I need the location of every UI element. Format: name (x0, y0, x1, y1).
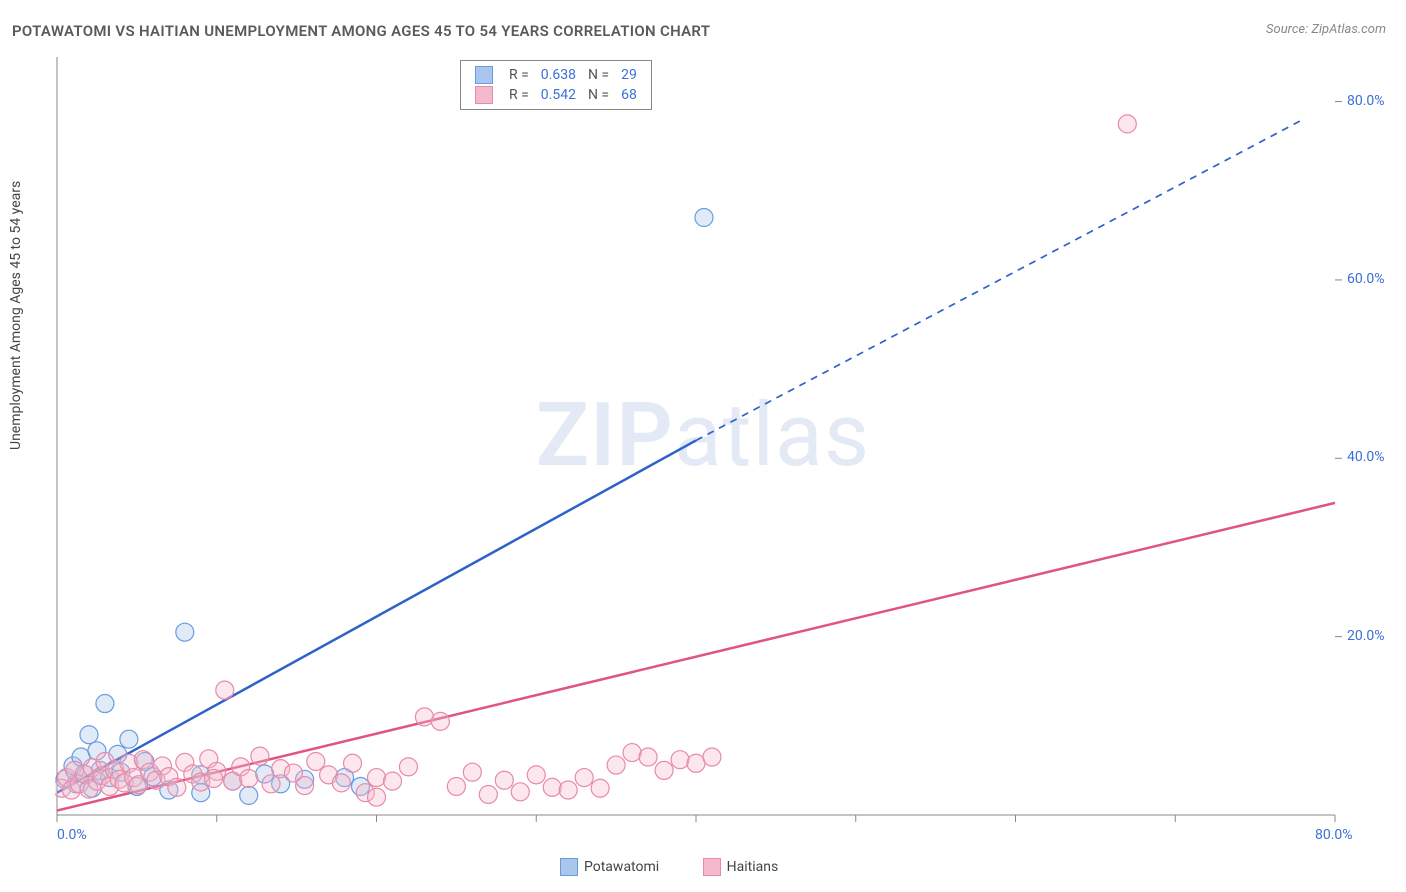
y-tick-label: 40.0% (1347, 449, 1385, 465)
n-value-haitians: 68 (615, 85, 643, 105)
r-label: R = (503, 85, 535, 105)
legend-row-potawatomi: R = 0.638 N = 29 (469, 65, 643, 85)
series-legend: Potawatomi Haitians (560, 858, 818, 876)
x-tick-label: 80.0% (1315, 827, 1353, 843)
source-prefix: Source: (1266, 22, 1311, 37)
chart-container: POTAWATOMI VS HAITIAN UNEMPLOYMENT AMONG… (0, 0, 1406, 892)
y-tick-label: 20.0% (1347, 628, 1385, 644)
r-value-potawatomi: 0.638 (535, 65, 582, 85)
n-value-potawatomi: 29 (615, 65, 643, 85)
source-attribution: Source: ZipAtlas.com (1266, 22, 1386, 37)
swatch-potawatomi (475, 66, 493, 84)
plot-svg (55, 55, 1385, 835)
swatch-potawatomi-icon (560, 858, 578, 876)
r-label: R = (503, 65, 535, 85)
legend-label-haitians: Haitians (727, 859, 779, 875)
swatch-haitians (475, 86, 493, 104)
n-label: N = (582, 85, 615, 105)
legend-item-haitians: Haitians (703, 859, 779, 875)
y-tick-label: 60.0% (1347, 271, 1385, 287)
correlation-legend: R = 0.638 N = 29 R = 0.542 N = 68 (460, 60, 652, 110)
x-tick-label: 0.0% (57, 827, 87, 843)
source-name: ZipAtlas.com (1311, 22, 1386, 37)
y-axis-label: Unemployment Among Ages 45 to 54 years (8, 181, 24, 450)
legend-label-potawatomi: Potawatomi (584, 859, 659, 875)
swatch-haitians-icon (703, 858, 721, 876)
legend-item-potawatomi: Potawatomi (560, 859, 663, 875)
r-value-haitians: 0.542 (535, 85, 582, 105)
n-label: N = (582, 65, 615, 85)
legend-row-haitians: R = 0.542 N = 68 (469, 85, 643, 105)
chart-title: POTAWATOMI VS HAITIAN UNEMPLOYMENT AMONG… (12, 22, 710, 40)
plot-area (55, 55, 1385, 835)
y-tick-label: 80.0% (1347, 93, 1385, 109)
